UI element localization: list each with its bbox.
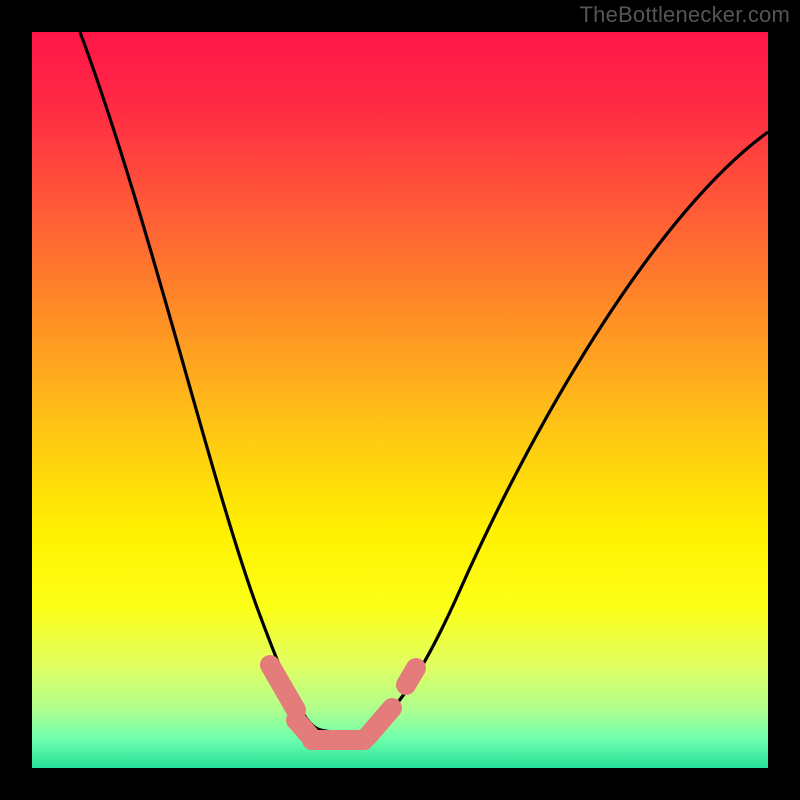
highlight-segment [406, 668, 416, 685]
bottleneck-chart [0, 0, 800, 800]
watermark-text: TheBottlenecker.com [580, 2, 790, 28]
plot-background [32, 32, 768, 768]
chart-container: { "canvas": { "width": 800, "height": 80… [0, 0, 800, 800]
